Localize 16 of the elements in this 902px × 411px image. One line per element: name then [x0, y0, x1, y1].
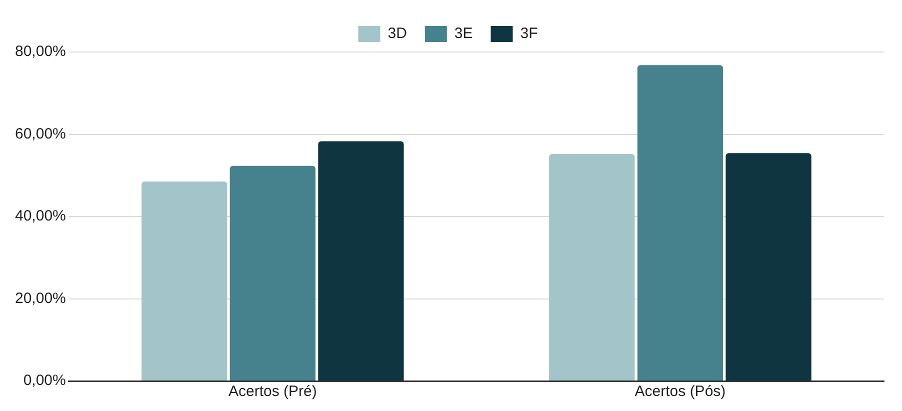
x-tick-label: Acertos (Pós): [634, 383, 726, 400]
bar: [318, 141, 404, 380]
bar: [142, 182, 228, 380]
bar: [637, 65, 724, 380]
y-tick-label: 0,00%: [23, 372, 66, 390]
y-tick-label: 40,00%: [15, 208, 66, 225]
x-tick-label: Acertos (Pré): [228, 383, 317, 400]
legend-label: 3F: [520, 25, 538, 42]
y-tick-label: 20,00%: [15, 290, 66, 307]
bar: [726, 153, 812, 380]
y-tick-label: 80,00%: [15, 43, 66, 60]
y-tick-label: 60,00%: [15, 125, 66, 142]
bar: [549, 154, 635, 380]
legend-label: 3D: [388, 25, 408, 42]
legend-label: 3E: [454, 25, 473, 42]
bar: [230, 166, 316, 380]
